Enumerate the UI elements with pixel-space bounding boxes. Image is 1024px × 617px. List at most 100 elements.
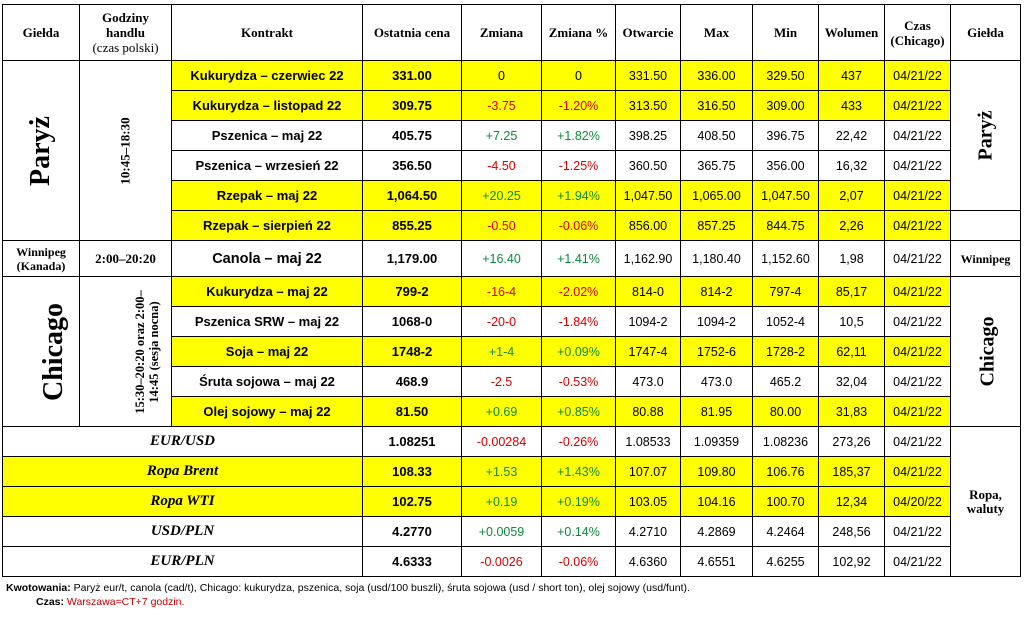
hours-winnipeg: 2:00–20:20 <box>79 240 172 277</box>
header-godziny-title: Godziny handlu <box>102 10 149 40</box>
time-value: 04/21/22 <box>884 240 951 277</box>
volume-value: 102,92 <box>818 546 885 577</box>
last-price: 4.6333 <box>362 546 462 577</box>
contract-name: Śruta sojowa – maj 22 <box>171 366 363 397</box>
change-pct: +1.82% <box>541 120 616 151</box>
volume-value: 248,56 <box>818 516 885 547</box>
min-value: 309.00 <box>752 90 819 121</box>
volume-value: 2,07 <box>818 180 885 211</box>
header-min: Min <box>752 4 819 61</box>
group-ropa-right: Ropa, waluty <box>950 426 1021 577</box>
header-gielda: Giełda <box>2 4 80 61</box>
contract-name: EUR/USD <box>2 426 363 457</box>
min-value: 1.08236 <box>752 426 819 457</box>
last-price: 468.9 <box>362 366 462 397</box>
last-price: 1748-2 <box>362 336 462 367</box>
contract-name: EUR/PLN <box>2 546 363 577</box>
volume-value: 273,26 <box>818 426 885 457</box>
last-price: 331.00 <box>362 60 462 91</box>
max-value: 1,180.40 <box>680 240 753 277</box>
group-chicago-right: Chicago <box>950 276 1021 427</box>
min-value: 106.76 <box>752 456 819 487</box>
contract-name: USD/PLN <box>2 516 363 547</box>
group-paryz-label: Paryż <box>25 115 56 186</box>
change-value: +16.40 <box>461 240 542 277</box>
header-czas-sub: (Chicago) <box>890 32 945 48</box>
change-value: +1-4 <box>461 336 542 367</box>
min-value: 100.70 <box>752 486 819 517</box>
volume-value: 32,04 <box>818 366 885 397</box>
max-value: 109.80 <box>680 456 753 487</box>
change-pct: -0.06% <box>541 546 616 577</box>
change-pct: +0.14% <box>541 516 616 547</box>
change-pct: -0.26% <box>541 426 616 457</box>
time-value: 04/21/22 <box>884 60 951 91</box>
time-value: 04/21/22 <box>884 426 951 457</box>
max-value: 1752-6 <box>680 336 753 367</box>
max-value: 1094-2 <box>680 306 753 337</box>
group-paryz: Paryż <box>2 60 80 241</box>
group-chicago: Chicago <box>2 276 80 427</box>
volume-value: 2,26 <box>818 210 885 241</box>
table-row: Olej sojowy – maj 22 81.50 +0.69 +0.85% 80.8… <box>3 396 1021 427</box>
open-value: 313.50 <box>615 90 681 121</box>
contract-name: Kukurydza – listopad 22 <box>171 90 363 121</box>
change-pct: +0.09% <box>541 336 616 367</box>
open-value: 473.0 <box>615 366 681 397</box>
max-value: 408.50 <box>680 120 753 151</box>
header-zmiana-pct: Zmiana % <box>541 4 616 61</box>
max-value: 336.00 <box>680 60 753 91</box>
min-value: 329.50 <box>752 60 819 91</box>
max-value: 857.25 <box>680 210 753 241</box>
open-value: 331.50 <box>615 60 681 91</box>
change-pct: +1.41% <box>541 240 616 277</box>
min-value: 80.00 <box>752 396 819 427</box>
last-price: 405.75 <box>362 120 462 151</box>
time-value: 04/21/22 <box>884 396 951 427</box>
open-value: 103.05 <box>615 486 681 517</box>
footer-kwotowania: Kwotowania: Paryż eur/t, canola (cad/t),… <box>6 581 1016 595</box>
min-value: 1,047.50 <box>752 180 819 211</box>
table-row: Winnipeg (Kanada) 2:00–20:20 Canola – maj … <box>2 240 1021 277</box>
header-row: Giełda Godziny handlu (czas polski) Kontr… <box>2 4 1021 61</box>
open-value: 814-0 <box>615 276 681 307</box>
change-pct: +0.85% <box>541 396 616 427</box>
time-value: 04/21/22 <box>884 90 951 121</box>
open-value: 107.07 <box>615 456 681 487</box>
change-value: -3.75 <box>461 90 542 121</box>
change-value: +7.25 <box>461 120 542 151</box>
open-value: 398.25 <box>615 120 681 151</box>
min-value: 1052-4 <box>752 306 819 337</box>
table-row: Pszenica SRW – maj 22 1068-0 -20-0 -1.84% 10… <box>3 306 1021 337</box>
last-price: 1,179.00 <box>362 240 462 277</box>
table-row: Śruta sojowa – maj 22 468.9 -2.5 -0.53% 473.… <box>3 366 1021 397</box>
change-value: +20.25 <box>461 180 542 211</box>
contract-name: Olej sojowy – maj 22 <box>171 396 363 427</box>
time-value: 04/21/22 <box>884 276 951 307</box>
group-winnipeg: Winnipeg (Kanada) <box>2 240 80 277</box>
last-price: 1,064.50 <box>362 180 462 211</box>
max-value: 4.2869 <box>680 516 753 547</box>
change-pct: +1.43% <box>541 456 616 487</box>
time-value: 04/21/22 <box>884 516 951 547</box>
min-value: 4.2464 <box>752 516 819 547</box>
group-chicago-label: Chicago <box>38 302 69 401</box>
max-value: 316.50 <box>680 90 753 121</box>
min-value: 356.00 <box>752 150 819 181</box>
header-godziny: Godziny handlu (czas polski) <box>79 4 172 61</box>
min-value: 844.75 <box>752 210 819 241</box>
header-czas-title: Czas <box>904 17 931 33</box>
change-value: -0.0026 <box>461 546 542 577</box>
footer-czas: Czas: Warszawa=CT+7 godzin. <box>6 595 1016 609</box>
quotes-table: Giełda Godziny handlu (czas polski) Kontr… <box>2 4 1021 577</box>
min-value: 1,152.60 <box>752 240 819 277</box>
change-pct: -1.20% <box>541 90 616 121</box>
time-value: 04/21/22 <box>884 306 951 337</box>
table-row: Chicago 15:30–20:20 oraz 2:00–14:45 (sesj… <box>2 276 1021 427</box>
group-paryz-right-label: Paryż <box>973 110 996 161</box>
change-pct: -1.25% <box>541 150 616 181</box>
open-value: 1.08533 <box>615 426 681 457</box>
min-value: 4.6255 <box>752 546 819 577</box>
volume-value: 12,34 <box>818 486 885 517</box>
contract-name: Rzepak – sierpień 22 <box>171 210 363 241</box>
